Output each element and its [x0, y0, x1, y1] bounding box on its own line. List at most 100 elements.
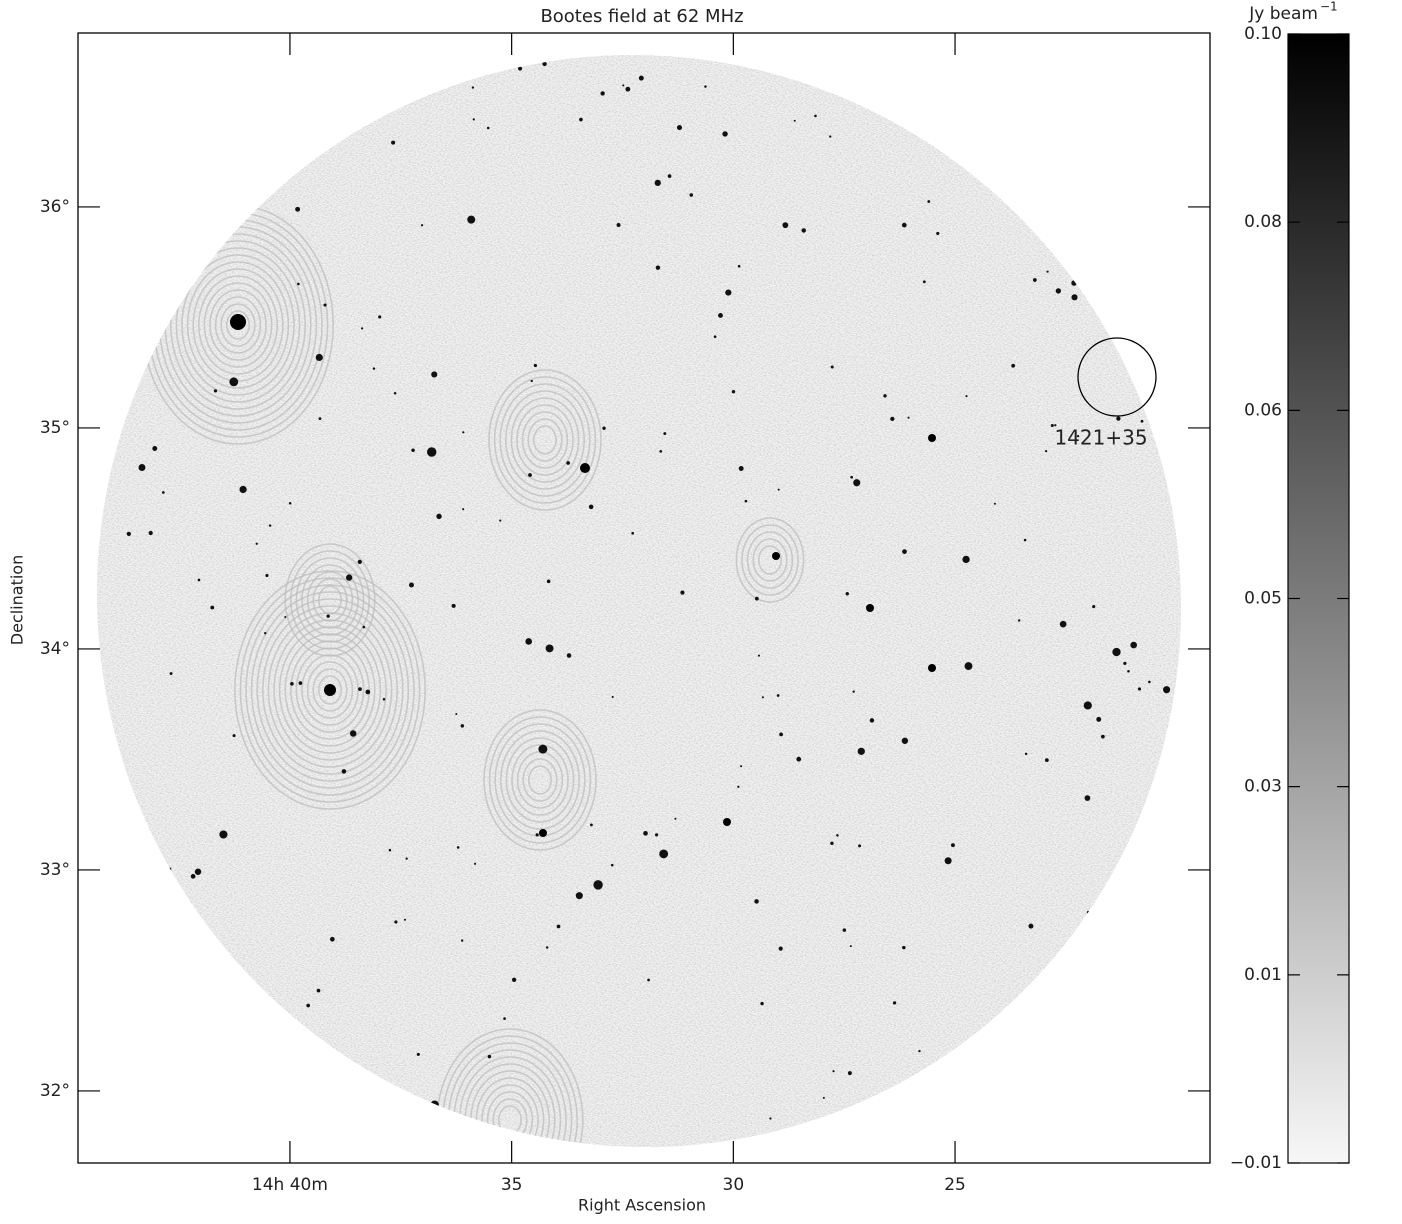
- point-source: [1092, 1073, 1095, 1076]
- point-source: [737, 264, 741, 268]
- point-source: [1018, 51, 1022, 55]
- point-source: [319, 50, 326, 57]
- point-source: [1174, 385, 1180, 391]
- point-source: [277, 74, 285, 82]
- point-source: [907, 416, 910, 419]
- point-source: [600, 91, 605, 96]
- y-tick-label: 35°: [40, 418, 70, 438]
- sidelobe-ring: [245, 584, 415, 796]
- sidelobe-ring: [516, 404, 574, 476]
- bright-source: [539, 829, 547, 837]
- point-source: [1017, 619, 1021, 622]
- point-source: [832, 1070, 835, 1073]
- point-source: [760, 1001, 764, 1006]
- sidelobe-ring: [532, 425, 557, 455]
- point-source: [1123, 661, 1127, 665]
- point-source: [190, 874, 196, 879]
- point-source: [194, 868, 202, 875]
- bright-source: [723, 818, 731, 826]
- point-source: [912, 1147, 916, 1151]
- point-source: [387, 1105, 390, 1108]
- point-source: [1024, 752, 1028, 756]
- point-source: [491, 55, 497, 61]
- point-source: [467, 215, 476, 224]
- point-source: [255, 542, 258, 545]
- point-source: [754, 596, 759, 601]
- point-source: [499, 519, 502, 522]
- point-source: [362, 625, 366, 629]
- sidelobe-ring: [312, 578, 348, 622]
- point-source: [853, 479, 861, 487]
- point-source: [847, 1071, 852, 1076]
- point-source: [1075, 940, 1080, 945]
- point-source: [883, 394, 887, 398]
- y-axis-label: Declination: [8, 555, 27, 645]
- point-source: [224, 215, 230, 221]
- point-source: [1163, 374, 1166, 378]
- point-source: [528, 473, 532, 477]
- point-source: [1097, 87, 1102, 91]
- sidelobe-ring: [757, 545, 782, 575]
- point-source: [602, 426, 606, 430]
- point-source: [394, 920, 398, 924]
- point-source: [1130, 641, 1138, 649]
- point-source: [655, 833, 659, 837]
- point-source: [455, 712, 458, 716]
- point-source: [545, 644, 554, 653]
- point-source: [857, 747, 865, 755]
- point-source: [754, 899, 759, 904]
- point-source: [704, 85, 707, 88]
- point-source: [391, 140, 396, 145]
- point-source: [1071, 280, 1077, 286]
- point-source: [1130, 196, 1136, 202]
- point-source: [187, 926, 191, 930]
- point-source: [474, 862, 477, 865]
- point-source: [197, 578, 201, 582]
- point-source: [462, 508, 465, 511]
- point-source: [556, 924, 561, 929]
- point-source: [1112, 647, 1121, 657]
- sidelobe-ring: [317, 585, 342, 615]
- point-source: [542, 61, 547, 67]
- point-source: [1084, 795, 1091, 801]
- sidelobe-ring: [267, 612, 393, 768]
- colorbar-tick-label: 0.10: [1244, 24, 1282, 44]
- point-source: [1116, 416, 1121, 421]
- annotation: 1421+35: [1054, 426, 1147, 450]
- point-source: [210, 605, 215, 610]
- point-source: [850, 475, 854, 479]
- point-source: [757, 654, 761, 657]
- point-source: [830, 365, 834, 369]
- point-source: [462, 431, 465, 434]
- point-source: [315, 353, 323, 362]
- sidelobe-ring: [284, 543, 376, 657]
- point-source: [593, 880, 603, 890]
- point-source: [987, 60, 994, 66]
- point-source: [1101, 734, 1105, 739]
- point-source: [306, 1003, 311, 1008]
- point-source: [535, 833, 539, 837]
- point-source: [219, 830, 228, 839]
- point-source: [1103, 1077, 1108, 1082]
- point-source: [776, 694, 780, 697]
- point-source: [927, 200, 931, 203]
- plot-frame: [77, 32, 1211, 1164]
- point-source: [944, 857, 952, 865]
- point-source: [323, 303, 327, 307]
- point-source: [388, 848, 392, 852]
- sidelobe-ring: [312, 668, 348, 712]
- point-source: [486, 126, 490, 130]
- point-source: [796, 756, 802, 762]
- point-source: [168, 867, 172, 871]
- sidelobe-ring: [511, 744, 569, 816]
- point-source: [530, 379, 533, 383]
- point-source: [1137, 687, 1142, 691]
- point-source: [164, 1113, 172, 1120]
- sidelobe-ring: [488, 716, 592, 844]
- sidelobe-ring: [295, 557, 365, 643]
- sidelobe-ring: [301, 654, 359, 726]
- point-source: [777, 488, 780, 491]
- point-source: [378, 315, 382, 319]
- point-source: [357, 559, 362, 565]
